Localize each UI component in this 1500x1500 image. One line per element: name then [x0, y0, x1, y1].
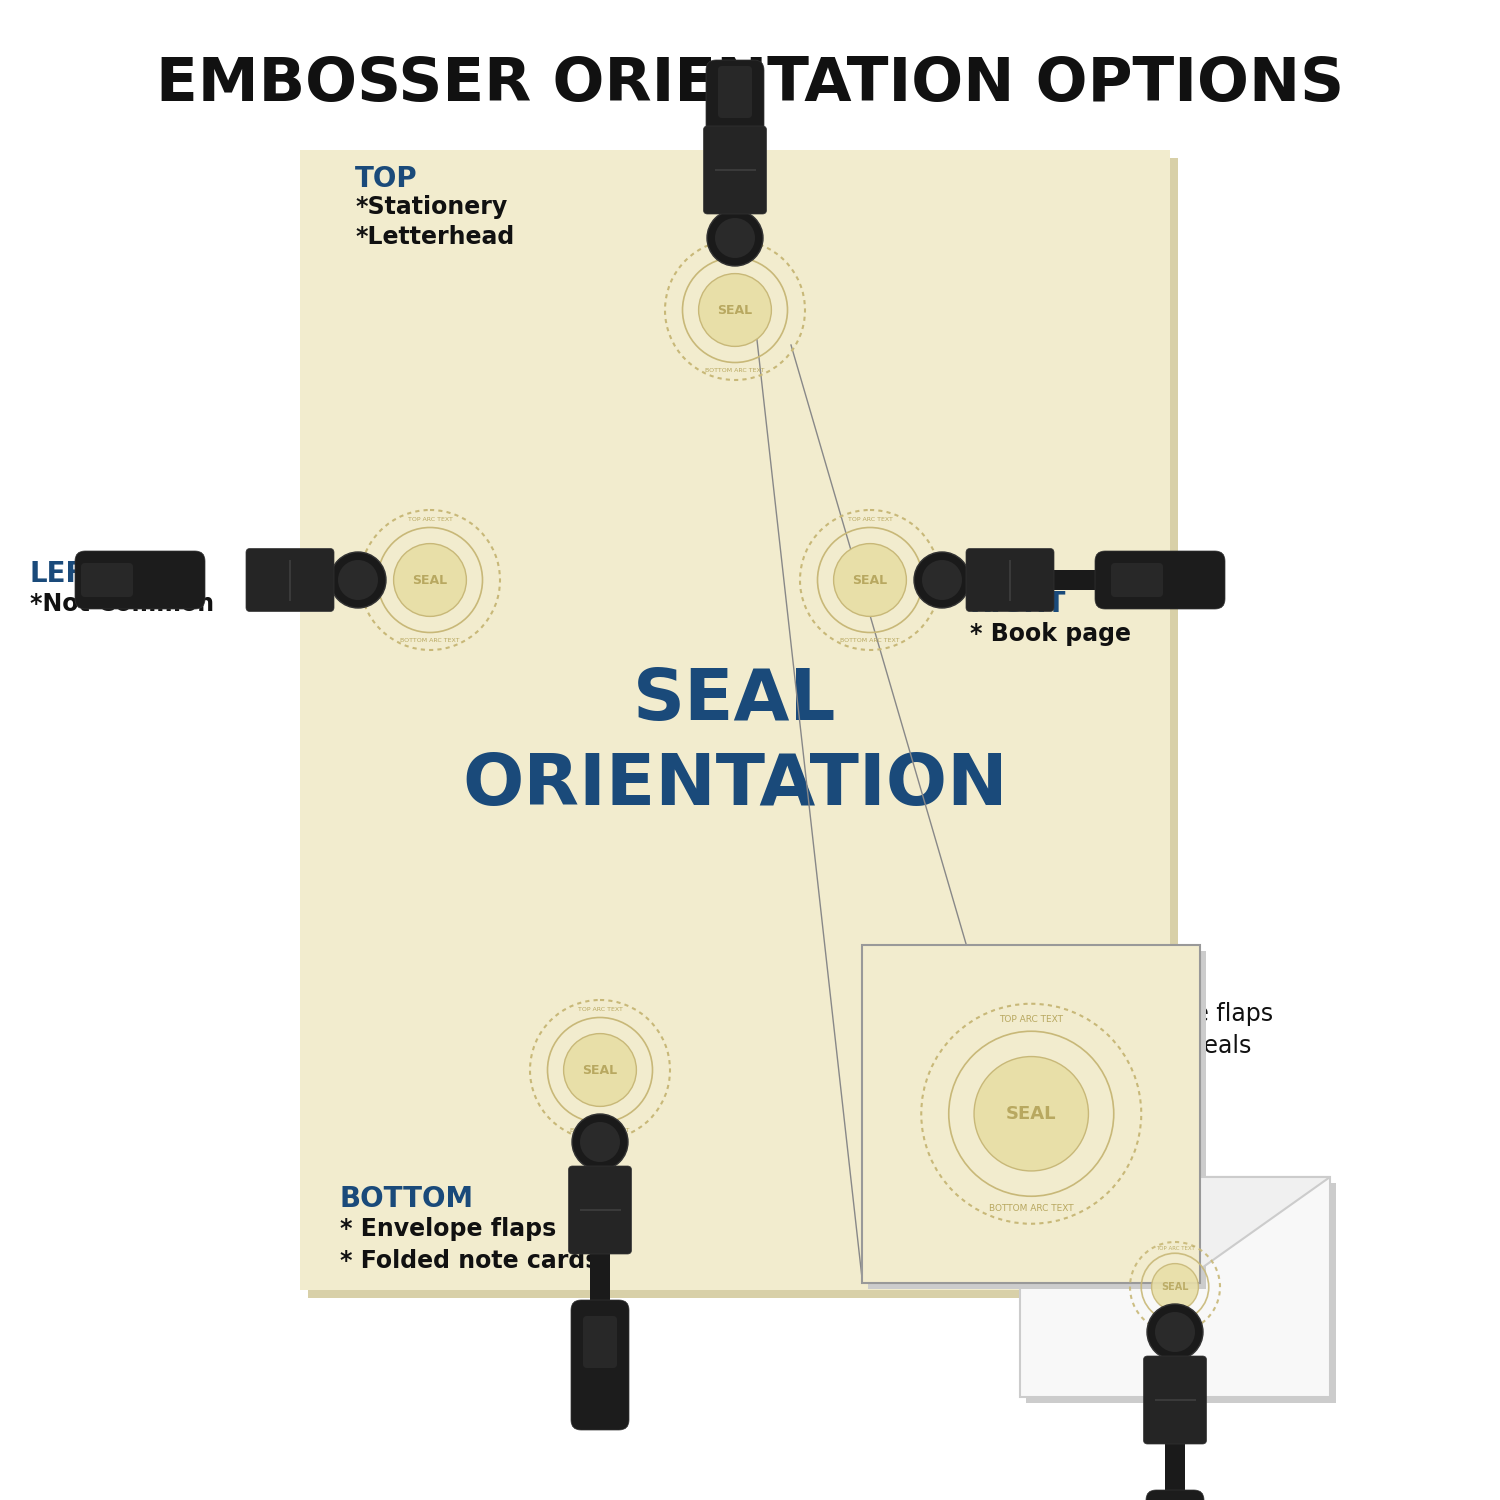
FancyBboxPatch shape — [303, 570, 362, 590]
FancyBboxPatch shape — [1048, 570, 1107, 590]
Text: SEAL
ORIENTATION: SEAL ORIENTATION — [462, 666, 1008, 820]
Circle shape — [706, 210, 764, 266]
Circle shape — [914, 552, 970, 608]
Text: TOP ARC TEXT: TOP ARC TEXT — [999, 1014, 1064, 1023]
Text: BOTTOM: BOTTOM — [340, 1185, 474, 1214]
FancyBboxPatch shape — [81, 562, 134, 597]
Text: TOP ARC TEXT: TOP ARC TEXT — [712, 248, 758, 252]
Circle shape — [699, 273, 771, 346]
Circle shape — [330, 552, 386, 608]
Text: BOTTOM ARC TEXT: BOTTOM ARC TEXT — [570, 1128, 630, 1132]
Circle shape — [393, 543, 466, 616]
Circle shape — [834, 543, 906, 616]
FancyBboxPatch shape — [300, 150, 1170, 1290]
Text: TOP ARC TEXT: TOP ARC TEXT — [847, 518, 892, 522]
Text: *Letterhead: *Letterhead — [356, 225, 514, 249]
Text: EMBOSSER ORIENTATION OPTIONS: EMBOSSER ORIENTATION OPTIONS — [156, 56, 1344, 114]
FancyBboxPatch shape — [724, 188, 746, 252]
Text: *Not Common: *Not Common — [30, 592, 214, 616]
Text: BOTTOM ARC TEXT: BOTTOM ARC TEXT — [840, 638, 900, 642]
Circle shape — [922, 560, 962, 600]
Circle shape — [1152, 1263, 1198, 1311]
Polygon shape — [1020, 1178, 1330, 1287]
FancyBboxPatch shape — [862, 945, 1200, 1282]
Text: SEAL: SEAL — [582, 1064, 618, 1077]
Circle shape — [338, 560, 378, 600]
FancyBboxPatch shape — [1143, 1356, 1206, 1444]
Text: BOTTOM ARC TEXT: BOTTOM ARC TEXT — [1149, 1323, 1200, 1328]
Text: BOTTOM ARC TEXT: BOTTOM ARC TEXT — [988, 1204, 1074, 1214]
FancyBboxPatch shape — [966, 549, 1054, 612]
FancyBboxPatch shape — [246, 549, 334, 612]
Text: or bottom of page seals: or bottom of page seals — [970, 1034, 1251, 1058]
Circle shape — [716, 217, 754, 258]
FancyBboxPatch shape — [718, 66, 752, 118]
FancyBboxPatch shape — [1166, 1438, 1185, 1500]
Text: SEAL: SEAL — [413, 573, 447, 586]
Text: Perfect for envelope flaps: Perfect for envelope flaps — [970, 1002, 1274, 1026]
FancyBboxPatch shape — [1095, 550, 1226, 609]
Text: TOP ARC TEXT: TOP ARC TEXT — [1155, 1246, 1194, 1251]
Text: BOTTOM: BOTTOM — [970, 970, 1104, 998]
FancyBboxPatch shape — [1020, 1178, 1330, 1396]
FancyBboxPatch shape — [75, 550, 206, 609]
FancyBboxPatch shape — [572, 1300, 628, 1430]
Text: * Folded note cards: * Folded note cards — [340, 1250, 600, 1274]
Text: SEAL: SEAL — [1007, 1104, 1056, 1122]
FancyBboxPatch shape — [704, 126, 766, 214]
FancyBboxPatch shape — [1026, 1184, 1336, 1402]
FancyBboxPatch shape — [1146, 1490, 1204, 1500]
Text: SEAL: SEAL — [1161, 1282, 1188, 1292]
Text: * Book page: * Book page — [970, 622, 1131, 646]
Text: TOP ARC TEXT: TOP ARC TEXT — [408, 518, 453, 522]
FancyBboxPatch shape — [1112, 562, 1162, 597]
Text: * Envelope flaps: * Envelope flaps — [340, 1216, 556, 1240]
FancyBboxPatch shape — [584, 1316, 616, 1368]
Text: RIGHT: RIGHT — [970, 590, 1066, 618]
Text: SEAL: SEAL — [717, 303, 753, 316]
Circle shape — [572, 1114, 628, 1170]
Text: BOTTOM ARC TEXT: BOTTOM ARC TEXT — [400, 638, 459, 642]
FancyBboxPatch shape — [568, 1166, 632, 1254]
Text: SEAL: SEAL — [852, 573, 888, 586]
FancyBboxPatch shape — [706, 60, 764, 190]
Circle shape — [1148, 1304, 1203, 1360]
FancyBboxPatch shape — [590, 1248, 610, 1312]
Circle shape — [564, 1034, 636, 1107]
Circle shape — [580, 1122, 620, 1162]
Text: BOTTOM ARC TEXT: BOTTOM ARC TEXT — [705, 368, 765, 372]
Text: *Stationery: *Stationery — [356, 195, 507, 219]
Circle shape — [1155, 1312, 1196, 1352]
FancyBboxPatch shape — [868, 951, 1206, 1288]
Text: TOP ARC TEXT: TOP ARC TEXT — [578, 1008, 622, 1013]
Circle shape — [974, 1056, 1089, 1172]
Text: TOP: TOP — [356, 165, 417, 194]
FancyBboxPatch shape — [308, 158, 1178, 1298]
Text: LEFT: LEFT — [30, 560, 104, 588]
